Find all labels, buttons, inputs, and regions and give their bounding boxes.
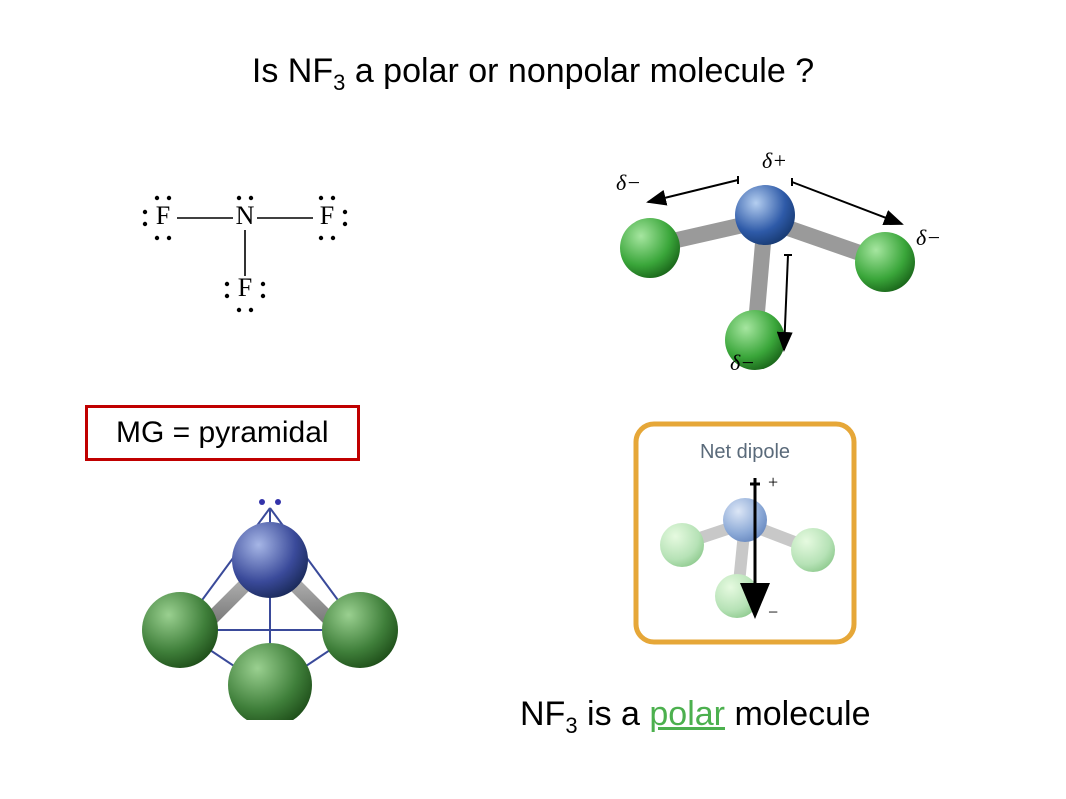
net-dipole-minus: − [768,602,778,622]
atom-n: N [236,201,255,230]
atom-f-left: F [156,201,170,230]
atom-f-bottom: F [238,273,252,302]
answer-keyword: polar [649,695,725,733]
mg-label: MG = pyramidal [116,416,329,449]
title-formula-sub: 3 [333,70,345,95]
title-question: Is NF3 a polar or nonpolar molecule ? [0,52,1066,96]
answer-formula-base: NF [520,695,565,733]
net-dipole-box: Net dipole + − [630,418,860,648]
answer-formula-sub: 3 [565,713,577,738]
answer-line: NF3 is a polar molecule [520,695,871,739]
delta-minus-left: δ− [616,170,641,195]
net-dipole-plus: + [768,472,778,492]
delta-minus-bottom: δ− [730,350,755,375]
title-after: a polar or nonpolar molecule ? [345,52,814,90]
dipole-diagram: δ− δ+ δ− δ− [560,150,950,380]
delta-plus: δ+ [762,150,787,173]
title-before: Is [252,52,288,90]
answer-end: molecule [725,695,871,733]
title-formula-base: NF [288,52,333,90]
atom-f-right: F [320,201,334,230]
lewis-structure: N F F F [105,168,385,338]
net-dipole-title: Net dipole [700,441,790,463]
pyramidal-3d-model [130,490,410,720]
answer-mid: is a [578,695,650,733]
mg-label-box: MG = pyramidal [85,405,360,461]
delta-minus-right: δ− [916,225,941,250]
